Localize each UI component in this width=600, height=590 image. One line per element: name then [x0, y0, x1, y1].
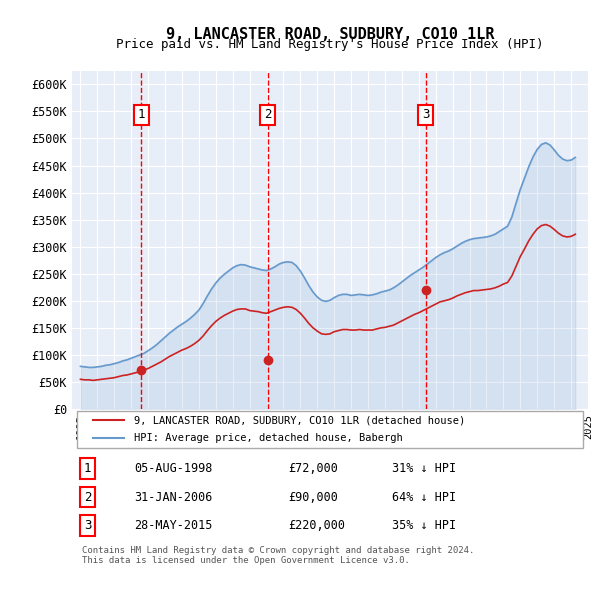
Text: 1: 1: [137, 109, 145, 122]
Text: 64% ↓ HPI: 64% ↓ HPI: [392, 490, 456, 503]
Text: £90,000: £90,000: [289, 490, 338, 503]
Text: 1: 1: [84, 462, 91, 475]
Text: 05-AUG-1998: 05-AUG-1998: [134, 462, 212, 475]
Text: 28-MAY-2015: 28-MAY-2015: [134, 519, 212, 532]
Text: Contains HM Land Registry data © Crown copyright and database right 2024.
This d: Contains HM Land Registry data © Crown c…: [82, 546, 475, 565]
Text: 2: 2: [84, 490, 91, 503]
Text: 3: 3: [422, 109, 430, 122]
Text: 9, LANCASTER ROAD, SUDBURY, CO10 1LR: 9, LANCASTER ROAD, SUDBURY, CO10 1LR: [166, 27, 494, 41]
Text: 31-JAN-2006: 31-JAN-2006: [134, 490, 212, 503]
Text: HPI: Average price, detached house, Babergh: HPI: Average price, detached house, Babe…: [134, 433, 403, 443]
Text: 35% ↓ HPI: 35% ↓ HPI: [392, 519, 456, 532]
FancyBboxPatch shape: [77, 411, 583, 448]
Text: £72,000: £72,000: [289, 462, 338, 475]
Text: Price paid vs. HM Land Registry's House Price Index (HPI): Price paid vs. HM Land Registry's House …: [116, 38, 544, 51]
Text: 3: 3: [84, 519, 91, 532]
Text: 2: 2: [264, 109, 272, 122]
Text: 9, LANCASTER ROAD, SUDBURY, CO10 1LR (detached house): 9, LANCASTER ROAD, SUDBURY, CO10 1LR (de…: [134, 415, 465, 425]
Text: £220,000: £220,000: [289, 519, 346, 532]
Text: 31% ↓ HPI: 31% ↓ HPI: [392, 462, 456, 475]
